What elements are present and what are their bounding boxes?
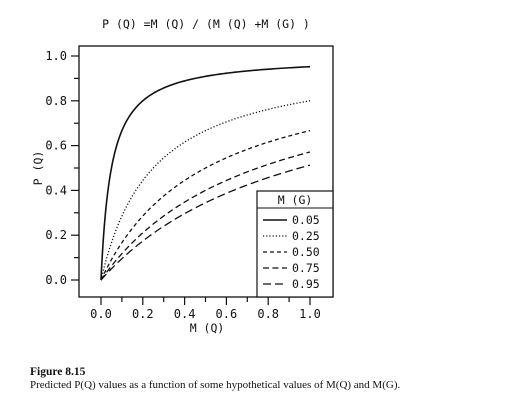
axis-ticks: 0.0 0.2 0.4 0.6 0.8 1.0 0.0 0.2 0.4 0.6 0.8 1.0: [45, 49, 321, 321]
legend-label: 0.05: [292, 213, 320, 227]
y-tick-label: 1.0: [45, 49, 67, 63]
x-tick-label: 0.4: [174, 307, 196, 321]
x-tick-label: 0.8: [257, 307, 279, 321]
y-tick-label: 0.4: [45, 183, 67, 197]
legend-label: 0.25: [292, 229, 320, 243]
y-tick-label: 0.6: [45, 139, 67, 153]
legend-box: [256, 190, 334, 298]
legend: M (G) 0.05 0.25 0.50 0.75 0.95: [256, 190, 334, 298]
legend-label: 0.50: [292, 245, 320, 259]
series-line-0.05: [100, 65, 311, 281]
legend-title: M (G): [278, 193, 313, 207]
figure-label: Figure 8.15: [30, 366, 86, 378]
series-line-0.95: [100, 164, 311, 281]
y-tick-label: 0.8: [45, 94, 67, 108]
series-line-0.50: [100, 130, 311, 281]
x-tick-label: 1.0: [299, 307, 321, 321]
x-tick-label: 0.0: [90, 307, 112, 321]
y-tick-label: 0.0: [45, 273, 67, 287]
chart-title: P (Q) =M (Q) / (M (Q) +M (G) ): [102, 17, 310, 31]
series-line-0.75: [100, 151, 311, 281]
curves: [100, 65, 311, 281]
x-axis-label: M (Q): [190, 321, 225, 335]
y-tick-label: 0.2: [45, 228, 67, 242]
y-axis-label: P (Q): [31, 151, 45, 186]
chart: P (Q) =M (Q) / (M (Q) +M (G) ) P (Q) M (…: [31, 17, 334, 335]
legend-label: 0.75: [292, 261, 320, 275]
series-line-0.25: [100, 100, 311, 281]
x-tick-label: 0.6: [216, 307, 238, 321]
figure-caption: Figure 8.15 Predicted P(Q) values as a f…: [30, 366, 525, 392]
legend-label: 0.95: [292, 277, 320, 291]
figure-caption-text: Predicted P(Q) values as a function of s…: [30, 379, 401, 391]
x-tick-label: 0.2: [132, 307, 154, 321]
